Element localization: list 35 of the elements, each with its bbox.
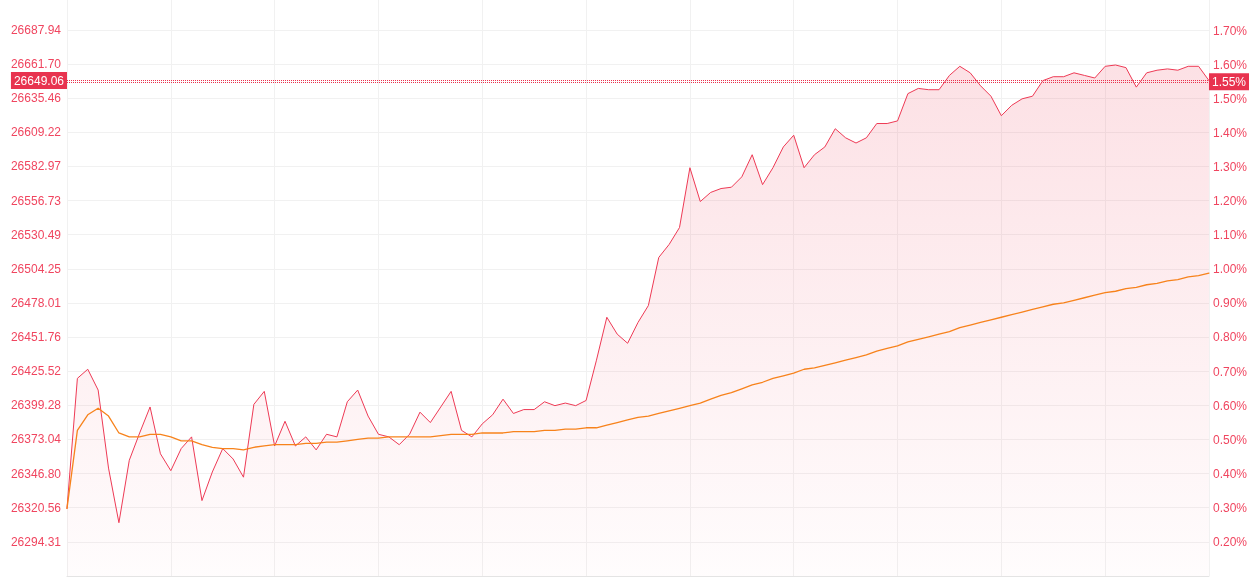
y2-tick-label: 1.30% [1212,160,1248,175]
y-tick-label: 26425.52 [10,364,62,379]
y2-tick-label: 1.50% [1212,91,1248,106]
y2-tick-label: 1.10% [1212,228,1248,243]
y-tick-label: 26320.56 [10,500,62,515]
y-tick-label: 26530.49 [10,227,62,242]
y-tick-label: 26399.28 [10,398,62,413]
y-tick-label: 26294.31 [10,534,62,549]
y2-tick-label: 0.80% [1212,330,1248,345]
ref-line-label: 26649.06 [13,73,65,88]
y2-tick-label: 0.60% [1212,398,1248,413]
y2-tick-label: 1.00% [1212,262,1248,277]
y-tick-label: 26687.94 [10,22,62,37]
y2-tick-label: 1.70% [1212,23,1248,38]
y2-tick-label: 1.60% [1212,57,1248,72]
y2-tick-label: 0.20% [1212,534,1248,549]
y2-tick-label: 0.50% [1212,432,1248,447]
ref-line-label: 1.55% [1211,74,1247,89]
y2-tick-label: 0.90% [1212,296,1248,311]
y-tick-label: 26661.70 [10,57,62,72]
y-tick-label: 26609.22 [10,125,62,140]
y-tick-label: 26504.25 [10,261,62,276]
y2-tick-label: 1.40% [1212,125,1248,140]
y-tick-label: 26451.76 [10,330,62,345]
y-tick-label: 26478.01 [10,295,62,310]
y2-tick-label: 0.40% [1212,466,1248,481]
y2-tick-label: 0.30% [1212,500,1248,515]
y-tick-label: 26635.46 [10,91,62,106]
y-tick-label: 26373.04 [10,432,62,447]
y-tick-label: 26346.80 [10,466,62,481]
y2-tick-label: 1.20% [1212,194,1248,209]
y-tick-label: 26556.73 [10,193,62,208]
y-tick-label: 26582.97 [10,159,62,174]
y2-tick-label: 0.70% [1212,364,1248,379]
line-series [66,272,1210,510]
